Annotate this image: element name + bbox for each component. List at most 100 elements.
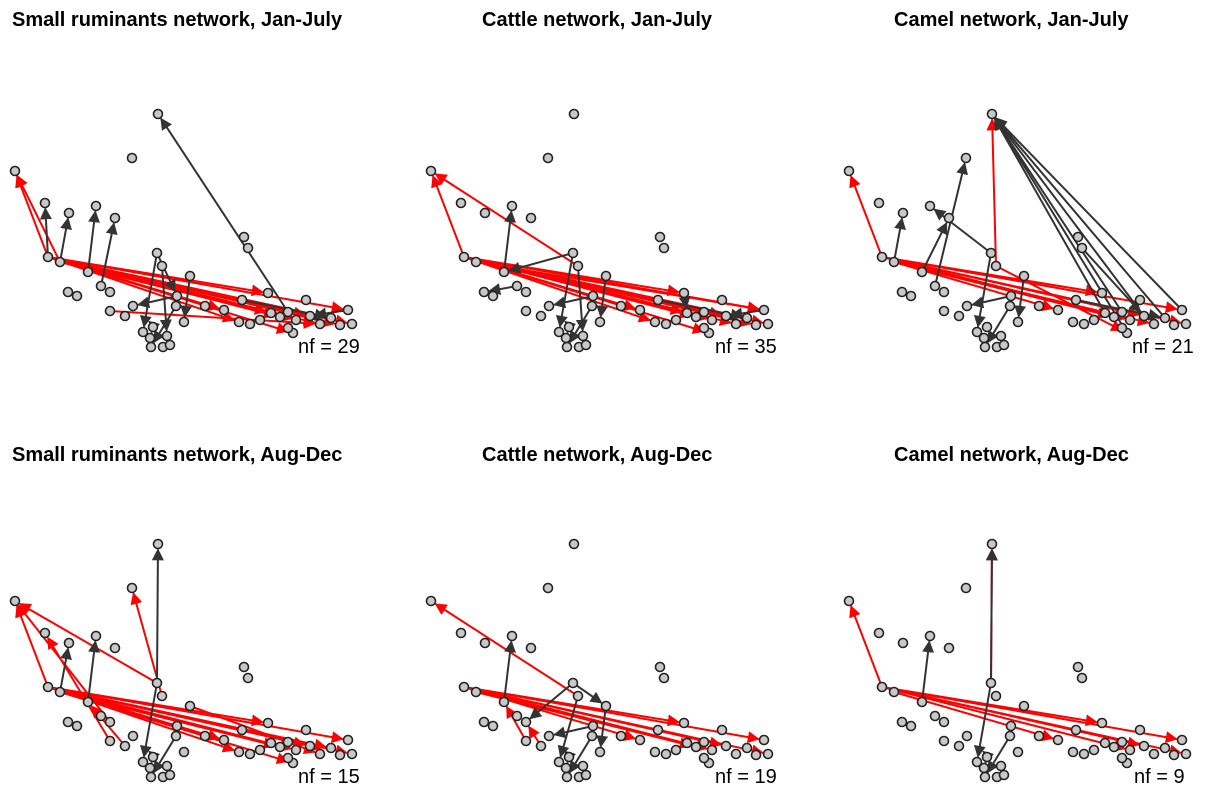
network-node [716, 724, 728, 736]
black-edge [985, 548, 998, 684]
network-node [1168, 319, 1180, 331]
black-edge [160, 117, 289, 313]
network-node [660, 318, 672, 330]
red-edge [463, 256, 680, 297]
network-node [304, 310, 316, 322]
network-node [981, 751, 993, 763]
network-node [63, 637, 75, 649]
network-node [290, 314, 302, 326]
network-node [998, 769, 1010, 781]
network-node [1078, 748, 1090, 760]
network-node [924, 630, 936, 642]
network-node [568, 538, 580, 550]
nf-label: nf = 35 [715, 336, 777, 358]
network-node [218, 734, 230, 746]
network-node [888, 256, 900, 268]
network-node [1138, 740, 1150, 752]
nf-label: nf = 19 [715, 766, 777, 788]
red-edge [15, 605, 49, 688]
network-node [896, 716, 908, 728]
network-node [147, 321, 159, 333]
network-node [938, 305, 950, 317]
network-node [678, 287, 690, 299]
network-node [244, 318, 256, 330]
black-edge [1081, 247, 1142, 313]
network-node [706, 744, 718, 756]
red-edge [881, 686, 1098, 727]
network-node [561, 771, 573, 783]
network-node [762, 748, 774, 760]
network-node [236, 294, 248, 306]
network-node [274, 741, 286, 753]
network-node [1067, 316, 1079, 328]
network-node [1033, 300, 1045, 312]
black-edge [921, 640, 934, 703]
network-node [127, 730, 139, 742]
network-node [218, 304, 230, 316]
network-node [54, 686, 66, 698]
black-edge [569, 735, 593, 774]
red-edge [849, 605, 883, 688]
network-graph [843, 108, 1192, 353]
network-node [730, 748, 742, 760]
network-node [971, 756, 983, 768]
network-node [42, 251, 54, 263]
network-node [720, 310, 732, 322]
network-node [54, 256, 66, 268]
network-node [649, 746, 661, 758]
network-node [1072, 231, 1084, 243]
network-node [567, 247, 579, 259]
network-node [104, 286, 116, 298]
network-node [470, 256, 482, 268]
network-node [929, 280, 941, 292]
network-node [698, 736, 710, 748]
network-node [634, 734, 646, 746]
black-edge [553, 295, 594, 309]
network-node [314, 318, 326, 330]
network-node [561, 341, 573, 353]
network-node [960, 152, 972, 164]
black-edge [153, 735, 177, 774]
network-node [938, 286, 950, 298]
network-node [953, 740, 965, 752]
network-node [1124, 314, 1136, 326]
network-node [986, 538, 998, 550]
panel-title: Small ruminants network, Jan-July [12, 9, 343, 31]
network-node [979, 341, 991, 353]
network-node [1004, 730, 1016, 742]
network-node [600, 700, 612, 712]
network-node [594, 746, 606, 758]
network-node [506, 630, 518, 642]
network-node [1096, 287, 1108, 299]
black-edge [87, 640, 100, 703]
network-node [171, 290, 183, 302]
network-node [487, 720, 499, 732]
network-node [960, 582, 972, 594]
network-node [971, 326, 983, 338]
network-node [1159, 312, 1171, 324]
network-node [741, 312, 753, 324]
network-node [9, 165, 21, 177]
network-node [1180, 748, 1192, 760]
network-node [470, 686, 482, 698]
network-node [1070, 294, 1082, 306]
network-panel-small-ruminants-jan-july: Small ruminants network, Jan-July nf = 2… [0, 0, 402, 392]
network-node [1108, 741, 1120, 753]
black-edge [921, 221, 948, 273]
black-edge [59, 647, 72, 693]
black-edge [1014, 275, 1027, 318]
network-node [498, 266, 510, 278]
network-node [978, 762, 990, 774]
network-node [511, 280, 523, 292]
network-node [1099, 737, 1111, 749]
network-node [843, 165, 855, 177]
network-node [9, 595, 21, 607]
network-node [888, 686, 900, 698]
network-node [1116, 322, 1128, 334]
network-node [334, 319, 346, 331]
network-node [1159, 742, 1171, 754]
network-node [654, 231, 666, 243]
red-edge [47, 256, 264, 297]
red-edge [47, 686, 264, 727]
panel-title: Cattle network, Aug-Dec [482, 444, 713, 466]
